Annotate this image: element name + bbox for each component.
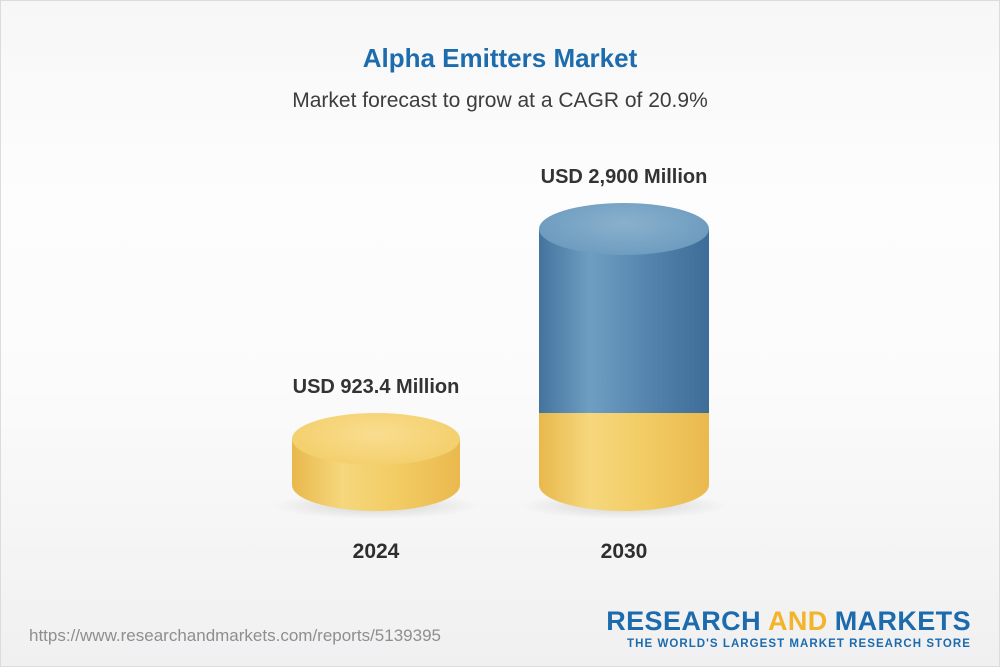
bar-2024 bbox=[292, 413, 460, 511]
logo-tagline: THE WORLD'S LARGEST MARKET RESEARCH STOR… bbox=[627, 638, 971, 650]
value-label-2024: USD 923.4 Million bbox=[292, 376, 460, 398]
logo-word-and: AND bbox=[767, 605, 828, 636]
logo-wordmark: RESEARCH AND MARKETS bbox=[606, 605, 971, 636]
chart-title: Alpha Emitters Market bbox=[362, 43, 638, 73]
bar-2030-base-segment bbox=[539, 413, 709, 511]
category-label-2024: 2024 bbox=[352, 540, 400, 563]
logo-word-research: RESEARCH bbox=[606, 605, 761, 636]
chart-subtitle: Market forecast to grow at a CAGR of 20.… bbox=[292, 89, 708, 112]
bar-2024-top bbox=[292, 413, 460, 465]
category-label-2030: 2030 bbox=[600, 540, 648, 563]
bar-2030-top bbox=[539, 203, 709, 255]
logo-word-markets: MARKETS bbox=[834, 605, 971, 636]
bar-2030-growth-segment bbox=[539, 229, 709, 413]
research-and-markets-logo: RESEARCH AND MARKETS THE WORLD'S LARGEST M… bbox=[606, 605, 971, 650]
bar-2030 bbox=[539, 203, 709, 511]
report-url: https://www.researchandmarkets.com/repor… bbox=[29, 626, 441, 645]
value-label-2030: USD 2,900 Million bbox=[540, 166, 708, 188]
